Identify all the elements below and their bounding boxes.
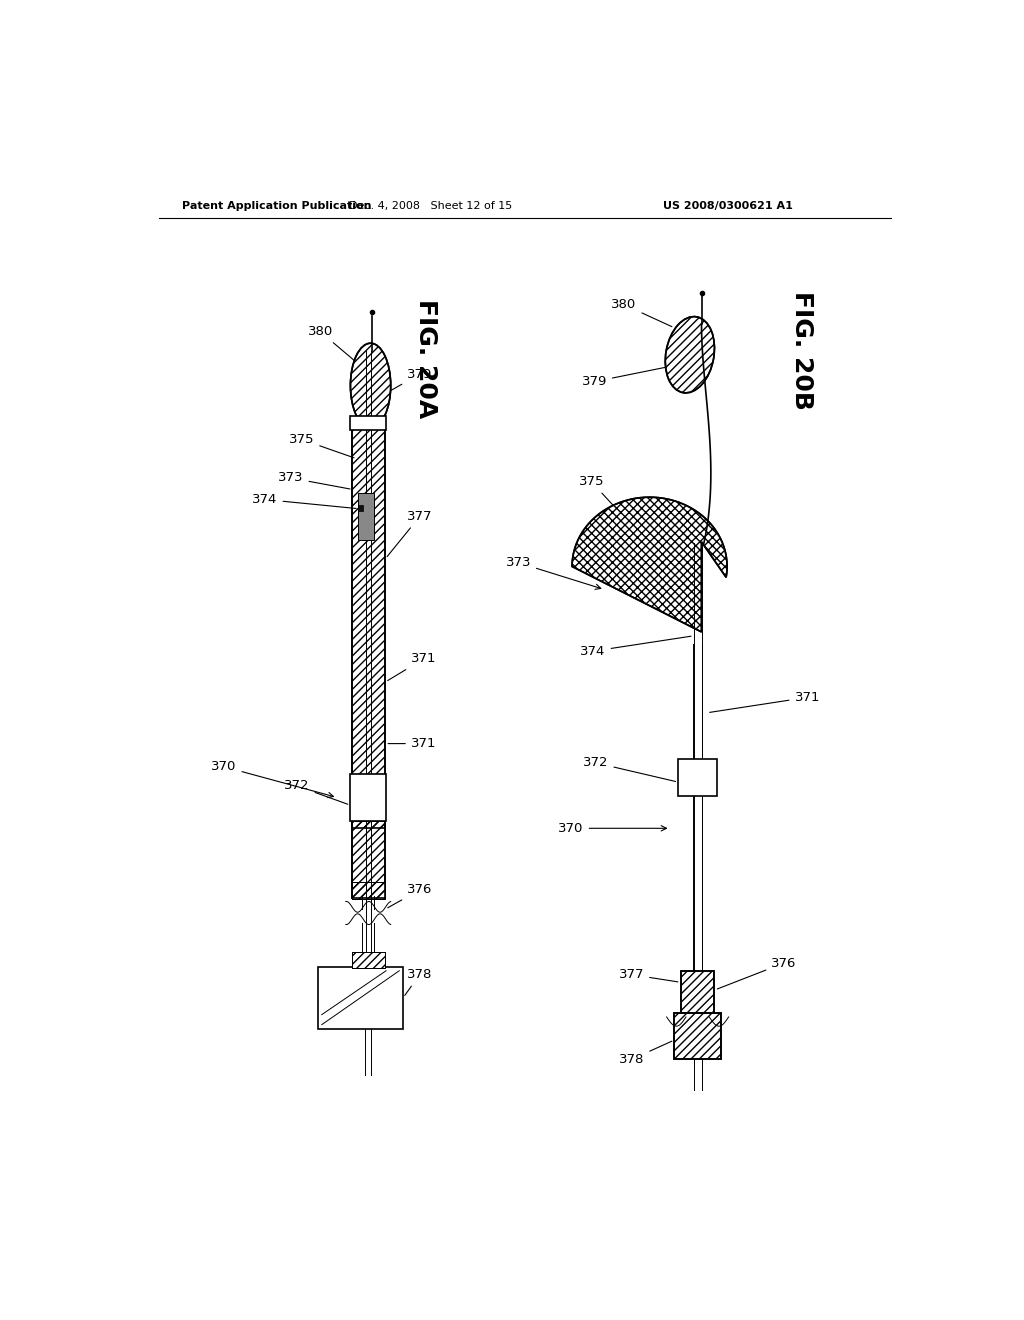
Bar (352, 952, 385, 969)
Text: 374: 374 (252, 492, 356, 508)
Bar (352, 882, 385, 899)
Text: 373: 373 (506, 556, 601, 589)
Text: 375: 375 (289, 433, 354, 458)
Text: 372: 372 (285, 779, 348, 804)
Ellipse shape (350, 343, 391, 428)
Text: 380: 380 (307, 325, 354, 360)
Text: 377: 377 (618, 968, 678, 982)
Bar (352, 882, 385, 899)
Bar (352, 821, 385, 898)
Text: FIG. 20B: FIG. 20B (791, 292, 814, 411)
Bar (352, 420, 385, 829)
Text: Dec. 4, 2008   Sheet 12 of 15: Dec. 4, 2008 Sheet 12 of 15 (348, 201, 512, 211)
Bar (358, 494, 374, 540)
Bar (352, 420, 385, 829)
Bar (352, 952, 385, 969)
Bar (681, 970, 714, 1014)
Text: 379: 379 (388, 367, 432, 392)
Bar (350, 775, 386, 821)
Text: 371: 371 (388, 652, 436, 681)
Ellipse shape (666, 317, 715, 393)
Text: 371: 371 (710, 690, 820, 713)
Bar (352, 952, 385, 969)
Bar (352, 420, 385, 829)
Text: 378: 378 (620, 1041, 672, 1065)
Bar (675, 1014, 721, 1059)
Bar (358, 506, 362, 511)
Bar (675, 1014, 721, 1059)
Text: 372: 372 (583, 756, 676, 781)
Text: 376: 376 (388, 883, 432, 908)
Text: 376: 376 (717, 957, 797, 989)
Text: 373: 373 (278, 471, 350, 488)
Text: 374: 374 (581, 636, 691, 657)
Text: Patent Application Publication: Patent Application Publication (182, 201, 372, 211)
Bar (681, 970, 714, 1014)
Bar (317, 966, 403, 1028)
Text: 379: 379 (582, 367, 668, 388)
Bar (352, 821, 385, 898)
Text: US 2008/0300621 A1: US 2008/0300621 A1 (663, 201, 793, 211)
Text: 370: 370 (558, 822, 667, 834)
Bar (681, 970, 714, 1014)
Text: 375: 375 (579, 475, 632, 525)
Bar (352, 882, 385, 899)
Text: 370: 370 (211, 760, 334, 797)
Bar (352, 821, 385, 898)
Text: 380: 380 (611, 298, 672, 326)
Bar (678, 759, 717, 796)
Bar (350, 416, 386, 430)
Text: 371: 371 (388, 737, 436, 750)
Polygon shape (572, 498, 727, 632)
Text: 378: 378 (404, 968, 432, 995)
Text: 377: 377 (387, 510, 432, 557)
Text: FIG. 20A: FIG. 20A (415, 298, 438, 418)
Bar (675, 1014, 721, 1059)
